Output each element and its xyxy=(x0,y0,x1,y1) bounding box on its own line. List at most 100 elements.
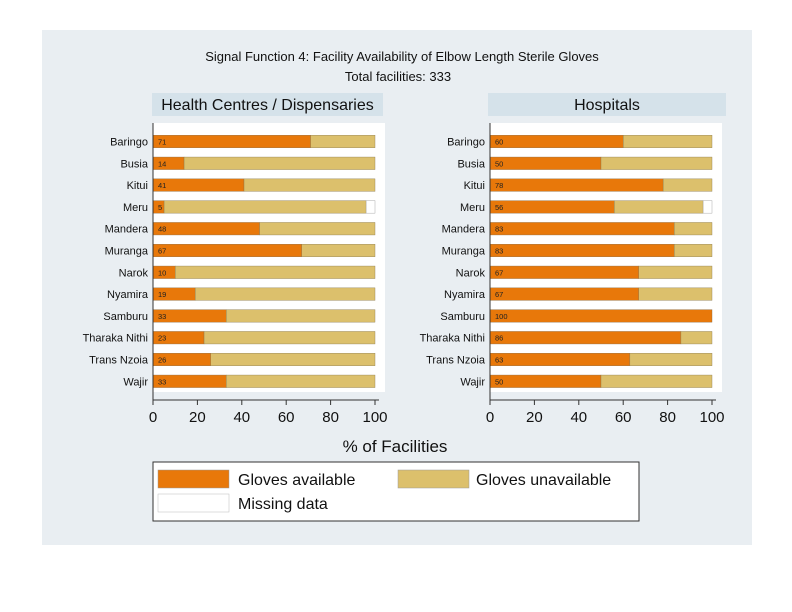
bar-unavailable xyxy=(243,178,376,192)
data-label: 100 xyxy=(495,312,508,321)
category-label: Wajir xyxy=(460,376,485,388)
bar-available xyxy=(152,135,311,148)
bar-missing xyxy=(365,200,376,214)
category-label: Meru xyxy=(460,202,485,214)
chart-figure: Signal Function 4: Facility Availability… xyxy=(42,30,752,545)
bar-unavailable xyxy=(629,353,713,366)
category-label: Busia xyxy=(120,158,148,170)
data-label: 78 xyxy=(495,181,503,190)
legend-label-unavailable: Gloves unavailable xyxy=(476,472,611,489)
bar-unavailable xyxy=(674,244,713,257)
bar-missing xyxy=(702,200,713,214)
category-label: Tharaka Nithi xyxy=(83,333,148,345)
category-label: Wajir xyxy=(123,376,148,388)
x-tick-label: 100 xyxy=(362,409,387,426)
data-label: 56 xyxy=(495,203,503,212)
data-label: 5 xyxy=(158,203,162,212)
bar-unavailable xyxy=(614,200,704,214)
category-label: Baringo xyxy=(447,137,485,149)
bar-unavailable xyxy=(194,287,376,301)
bar-available xyxy=(489,200,615,214)
category-label: Baringo xyxy=(110,137,148,149)
category-label: Meru xyxy=(123,202,148,214)
x-tick-label: 80 xyxy=(322,409,339,426)
bar-available xyxy=(489,353,631,366)
category-label: Mandera xyxy=(105,224,149,236)
x-tick-label: 60 xyxy=(615,409,632,426)
legend-label-missing: Missing data xyxy=(238,496,328,513)
x-tick-label: 0 xyxy=(149,409,157,426)
x-axis-label: % of Facilities xyxy=(343,437,448,456)
bar-unavailable xyxy=(174,265,376,279)
category-label: Samburu xyxy=(440,311,485,323)
x-tick-label: 20 xyxy=(526,409,543,426)
bar-unavailable xyxy=(259,222,376,236)
legend: Gloves available Gloves unavailable Miss… xyxy=(152,461,640,522)
data-label: 41 xyxy=(158,181,166,190)
bar-unavailable xyxy=(226,374,376,388)
bar-unavailable xyxy=(600,156,713,170)
panel-header-1 xyxy=(488,93,726,116)
category-label: Mandera xyxy=(442,224,486,236)
bar-unavailable xyxy=(210,353,376,366)
data-label: 14 xyxy=(158,159,166,168)
x-tick-label: 0 xyxy=(486,409,494,426)
data-label: 86 xyxy=(495,334,503,343)
legend-swatch-missing xyxy=(157,493,230,513)
bar-unavailable xyxy=(662,178,713,192)
category-label: Muranga xyxy=(442,246,486,258)
category-label: Muranga xyxy=(105,246,149,258)
data-label: 71 xyxy=(158,138,166,147)
data-label: 67 xyxy=(495,268,503,277)
chart-subtitle: Total facilities: 333 xyxy=(345,69,451,84)
chart-title: Signal Function 4: Facility Availability… xyxy=(205,49,599,64)
bar-available xyxy=(489,265,639,279)
category-label: Samburu xyxy=(103,311,148,323)
category-label: Trans Nzoia xyxy=(89,355,149,367)
bar-available xyxy=(489,244,675,257)
x-tick-label: 60 xyxy=(278,409,295,426)
x-tick-label: 20 xyxy=(189,409,206,426)
panel-title-1: Hospitals xyxy=(574,97,640,114)
data-label: 50 xyxy=(495,377,503,386)
bar-available xyxy=(489,331,682,345)
bar-unavailable xyxy=(203,331,376,345)
category-label: Tharaka Nithi xyxy=(420,333,485,345)
bar-unavailable xyxy=(638,287,713,301)
legend-swatch-available xyxy=(157,469,230,489)
bar-available xyxy=(489,287,639,301)
bar-available xyxy=(489,178,664,192)
data-label: 67 xyxy=(495,290,503,299)
category-label: Busia xyxy=(457,158,485,170)
bar-unavailable xyxy=(674,222,713,236)
data-label: 19 xyxy=(158,290,166,299)
data-label: 33 xyxy=(158,312,166,321)
bar-available xyxy=(152,244,302,257)
category-label: Kitui xyxy=(127,180,148,192)
data-label: 83 xyxy=(495,225,503,234)
panel-1: Hospitals Baringo 60 Busia 50 Kitui 78 Meru 56 Ma… xyxy=(420,93,726,426)
data-label: 33 xyxy=(158,377,166,386)
data-label: 23 xyxy=(158,334,166,343)
panel-0: Health Centres / Dispensaries Baringo 71 Bu… xyxy=(83,93,388,426)
bar-available xyxy=(489,222,675,236)
bar-unavailable xyxy=(183,156,376,170)
panel-header-0 xyxy=(152,93,383,116)
bar-available xyxy=(489,135,624,148)
bar-available xyxy=(489,309,713,323)
category-label: Trans Nzoia xyxy=(426,355,486,367)
bar-unavailable xyxy=(638,265,713,279)
bar-available xyxy=(152,222,260,236)
bar-available xyxy=(489,374,602,388)
x-tick-label: 80 xyxy=(659,409,676,426)
bar-available xyxy=(152,178,245,192)
bar-unavailable xyxy=(226,309,376,323)
data-label: 83 xyxy=(495,247,503,256)
category-label: Nyamira xyxy=(107,289,149,301)
bar-unavailable xyxy=(680,331,713,345)
bar-unavailable xyxy=(301,244,376,257)
category-label: Kitui xyxy=(464,180,485,192)
legend-box xyxy=(152,461,640,522)
bar-unavailable xyxy=(600,374,713,388)
x-tick-label: 40 xyxy=(570,409,587,426)
